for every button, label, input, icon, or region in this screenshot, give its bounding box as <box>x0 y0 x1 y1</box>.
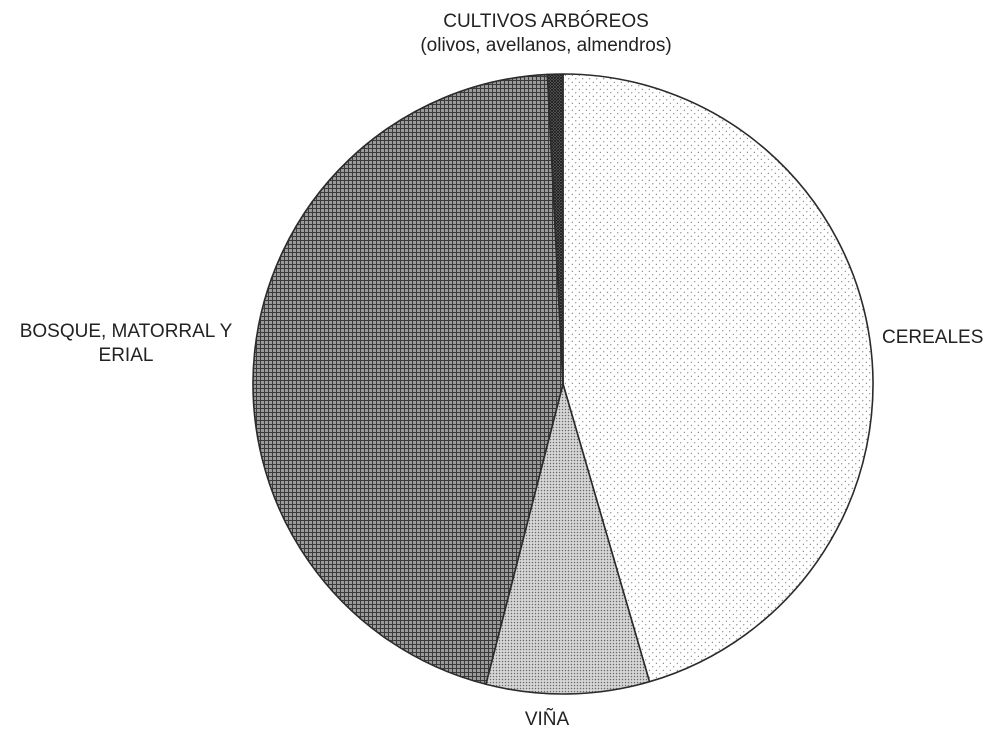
label-cereales: CEREALES <box>882 327 984 348</box>
pie-slices <box>252 73 874 695</box>
pie-slice-vina <box>485 383 651 695</box>
label-cultivos-arboreos: CULTIVOS ARBÓREOS (olivos, avellanos, al… <box>346 10 746 58</box>
label-vina: VIÑA <box>524 709 570 730</box>
pie-slice-arboreos <box>546 73 564 385</box>
pie-slice-bosque <box>252 73 564 686</box>
label-bosque-matorral-erial: BOSQUE, MATORRAL Y ERIAL <box>19 321 233 366</box>
pie-slice-cereales <box>562 73 874 683</box>
label-cultivos-arboreos-title: CULTIVOS ARBÓREOS <box>443 11 649 32</box>
label-cultivos-arboreos-subtitle: (olivos, avellanos, almendros) <box>420 35 672 56</box>
